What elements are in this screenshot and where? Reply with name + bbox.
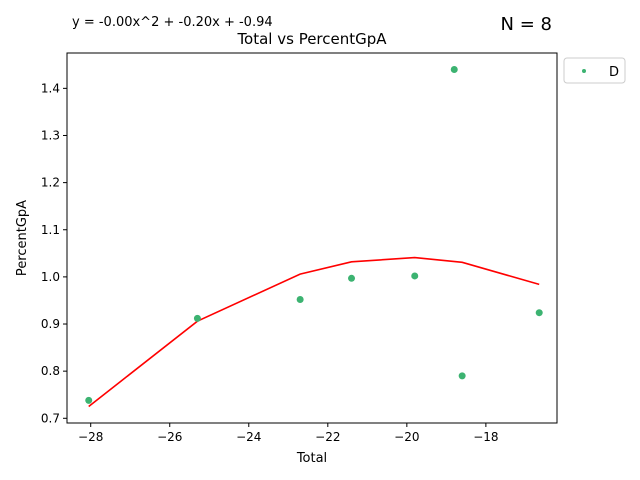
legend-label-d: D xyxy=(609,65,619,80)
plot-frame xyxy=(66,52,558,424)
data-points xyxy=(85,65,543,404)
sample-size-label: N = 8 xyxy=(501,14,552,35)
y-tick-label: 1.1 xyxy=(41,223,60,237)
data-point xyxy=(450,65,458,73)
y-axis-label: PercentGpA xyxy=(15,200,30,276)
x-tick-label: −22 xyxy=(315,430,340,444)
data-point xyxy=(348,274,356,282)
legend-box xyxy=(563,57,626,84)
fit-curve-layer xyxy=(88,256,540,408)
legend: D xyxy=(563,57,626,84)
data-point xyxy=(535,309,543,317)
x-axis-ticks: −28 −26 −24 −22 −20 −18 xyxy=(78,423,499,444)
fit-curve xyxy=(88,256,540,408)
data-point xyxy=(193,314,201,322)
data-point xyxy=(411,272,419,280)
y-axis-ticks: 0.7 0.8 0.9 1.0 1.1 1.2 1.3 1.4 xyxy=(41,81,67,425)
x-tick-label: −18 xyxy=(473,430,498,444)
fit-equation: y = -0.00x^2 + -0.20x + -0.94 xyxy=(72,15,273,30)
data-point xyxy=(458,372,466,380)
y-tick-label: 1.4 xyxy=(41,81,60,95)
y-tick-label: 0.8 xyxy=(41,364,60,378)
chart-title: Total vs PercentGpA xyxy=(236,30,387,48)
x-tick-label: −26 xyxy=(157,430,182,444)
y-tick-label: 1.2 xyxy=(41,176,60,190)
x-axis-label: Total xyxy=(296,451,327,466)
x-tick-label: −28 xyxy=(78,430,103,444)
data-point xyxy=(296,296,304,304)
legend-marker xyxy=(582,69,586,73)
x-tick-label: −20 xyxy=(394,430,419,444)
y-tick-label: 1.3 xyxy=(41,128,60,142)
y-tick-label: 1.0 xyxy=(41,270,60,284)
x-tick-label: −24 xyxy=(236,430,261,444)
y-tick-label: 0.9 xyxy=(41,317,60,331)
data-point xyxy=(85,396,93,404)
y-tick-label: 0.7 xyxy=(41,411,60,425)
